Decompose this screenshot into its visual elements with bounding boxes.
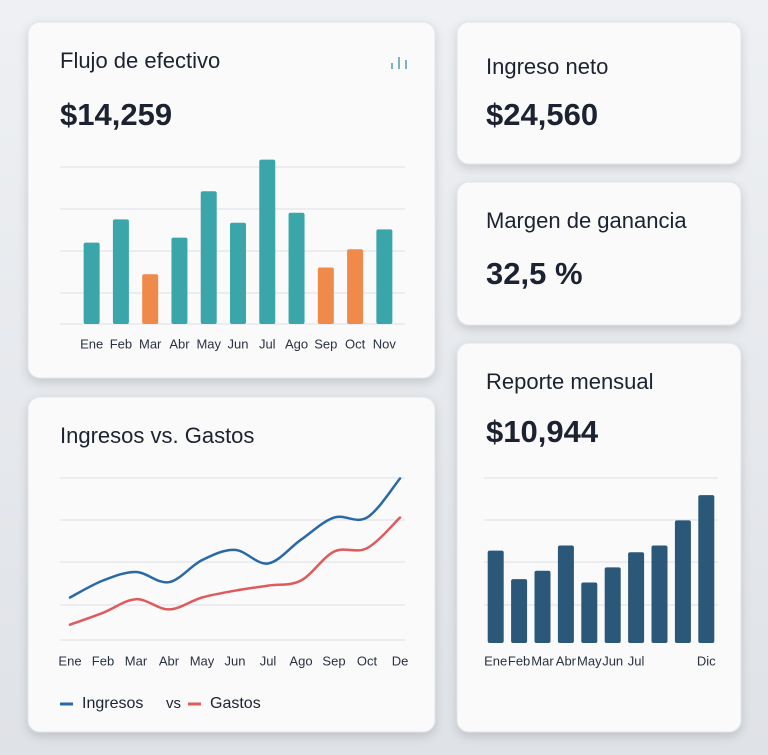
- x-tick-label: Oct: [357, 653, 378, 668]
- x-tick-label: Jul: [260, 653, 277, 668]
- series-line: [68, 477, 402, 599]
- bar: [604, 567, 621, 643]
- x-tick-label: Sep: [314, 336, 337, 351]
- card: [456, 342, 742, 733]
- bar: [557, 545, 574, 643]
- x-tick-label: Ene: [58, 653, 81, 668]
- x-tick-label: Dic: [697, 653, 716, 668]
- card-title: Ingresos vs. Gastos: [60, 423, 254, 448]
- legend-separator: vs: [166, 695, 181, 712]
- chart-icon: [391, 57, 407, 69]
- x-tick-label: Feb: [508, 653, 530, 668]
- bar: [171, 237, 188, 324]
- x-tick-label: Jun: [602, 653, 623, 668]
- card-title: Margen de ganancia: [486, 208, 687, 233]
- card-amount: $10,944: [486, 414, 599, 449]
- bar: [487, 550, 504, 643]
- x-tick-label: Sep: [322, 653, 345, 668]
- card-amount: $14,259: [60, 97, 172, 132]
- bar: [534, 570, 551, 643]
- bar: [511, 579, 528, 643]
- x-tick-label: Ago: [285, 336, 308, 351]
- bar: [581, 582, 598, 643]
- bar: [674, 520, 691, 643]
- bar: [347, 249, 364, 324]
- x-tick-label: May: [196, 336, 221, 351]
- legend-label: Gastos: [210, 695, 261, 712]
- bar: [698, 495, 715, 643]
- x-tick-label: Mar: [125, 653, 148, 668]
- x-tick-label: Ago: [289, 653, 312, 668]
- card-title: Flujo de efectivo: [60, 48, 220, 73]
- x-tick-label: De: [392, 653, 409, 668]
- legend-label: Ingresos: [82, 695, 143, 712]
- card: [27, 396, 436, 733]
- bar: [112, 219, 129, 324]
- x-tick-label: Abr: [556, 653, 577, 668]
- card-amount: 32,5 %: [486, 256, 583, 291]
- x-tick-label: Jun: [228, 336, 249, 351]
- x-tick-label: Ene: [80, 336, 103, 351]
- x-tick-label: Jun: [225, 653, 246, 668]
- bar: [259, 159, 276, 324]
- bar: [230, 222, 246, 324]
- card-title: Reporte mensual: [486, 369, 654, 394]
- card-title: Ingreso neto: [486, 54, 608, 79]
- bar: [288, 212, 305, 324]
- bar: [200, 191, 217, 324]
- bar: [142, 274, 159, 324]
- x-tick-label: Oct: [345, 336, 366, 351]
- x-tick-label: Jul: [628, 653, 645, 668]
- x-tick-label: Abr: [159, 653, 180, 668]
- bar: [317, 267, 334, 324]
- x-tick-label: Abr: [169, 336, 190, 351]
- card: [456, 181, 742, 326]
- x-tick-label: Feb: [110, 336, 132, 351]
- bar: [651, 545, 668, 643]
- card-amount: $24,560: [486, 97, 598, 132]
- x-tick-label: Ene: [484, 653, 507, 668]
- x-tick-label: Feb: [92, 653, 114, 668]
- bar: [376, 229, 393, 324]
- x-tick-label: Mar: [139, 336, 162, 351]
- card: [27, 21, 436, 379]
- series-line: [68, 516, 402, 626]
- x-tick-label: May: [190, 653, 215, 668]
- bar: [628, 552, 645, 643]
- x-tick-label: Mar: [531, 653, 554, 668]
- card: [456, 21, 742, 165]
- x-tick-label: May: [577, 653, 602, 668]
- x-tick-label: Jul: [259, 336, 276, 351]
- x-tick-label: Nov: [373, 336, 397, 351]
- bar: [83, 242, 100, 324]
